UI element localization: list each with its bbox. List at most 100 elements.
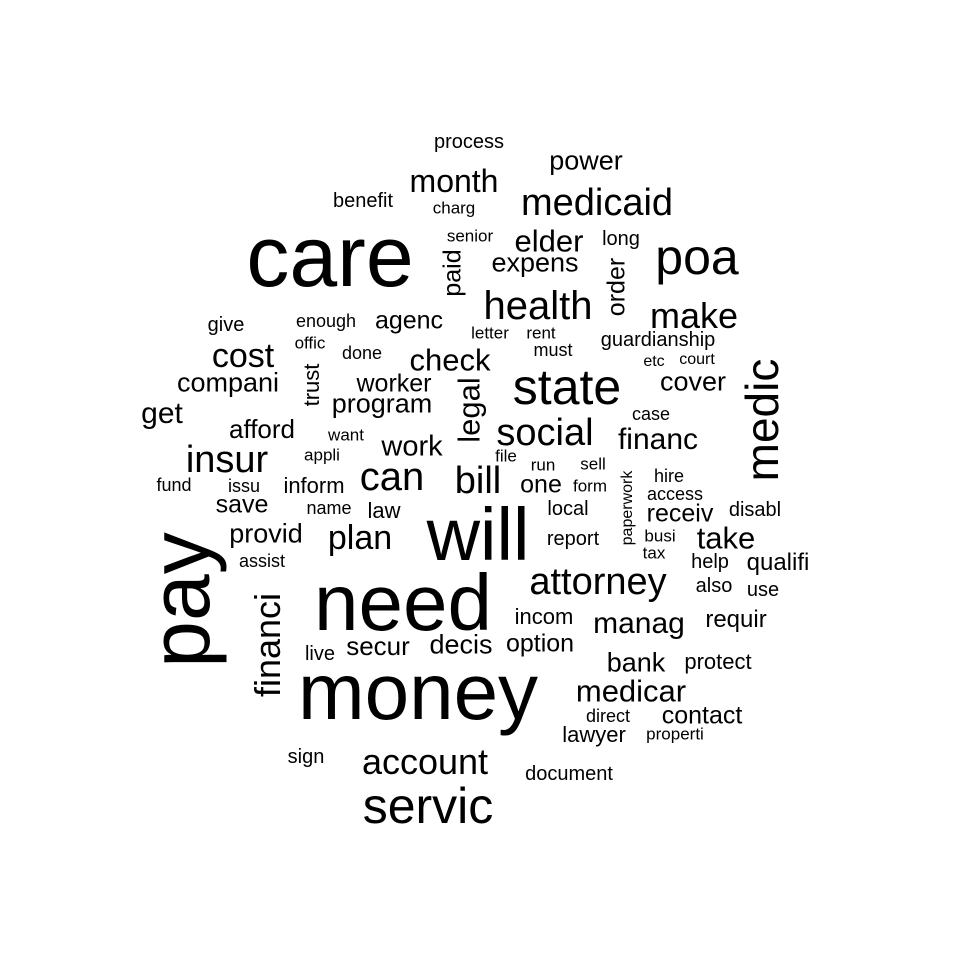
word-paid: paid [438,249,467,297]
word-use: use [746,579,780,601]
word-need: need [314,558,492,647]
word-bill: bill [454,460,502,502]
word-court: court [679,351,715,368]
word-save: save [215,490,269,519]
word-trust: trust [299,363,324,407]
word-form: form [573,476,607,496]
word-decis: decis [429,629,493,660]
word-contact: contact [661,701,743,730]
word-assist: assist [238,551,286,571]
word-agenc: agenc [374,306,444,335]
word-hire: hire [653,466,685,486]
word-option: option [505,629,575,658]
word-bank: bank [606,647,666,678]
word-issu: issu [227,476,261,496]
word-help: help [691,551,729,573]
word-guardianship: guardianship [600,329,716,351]
word-insur: insur [185,439,269,481]
word-pay: pay [133,532,227,668]
word-charg: charg [432,198,476,218]
word-protect: protect [684,649,752,674]
word-direct: direct [585,706,631,726]
word-process: process [433,131,505,153]
word-law: law [367,498,401,523]
word-run: run [530,455,556,475]
word-can: can [359,455,425,499]
word-inform: inform [283,473,345,498]
word-month: month [409,163,499,199]
word-rent: rent [526,323,556,343]
word-requir: requir [705,606,767,633]
word-financi: financi [247,592,288,698]
word-social: social [496,412,594,454]
word-disabl: disabl [728,499,782,521]
word-case: case [631,404,671,424]
word-access: access [646,484,704,504]
word-plan: plan [327,519,393,557]
word-paperwork: paperwork [619,470,636,546]
word-appli: appli [304,445,340,465]
word-take: take [696,520,756,556]
word-health: health [483,284,593,328]
word-lawyer: lawyer [562,722,626,747]
word-one: one [520,470,562,499]
word-incom: incom [514,604,574,629]
word-get: get [141,397,183,430]
word-sign: sign [287,746,325,768]
word-secur: secur [346,631,410,661]
word-done: done [341,343,383,363]
word-attorney: attorney [529,561,667,603]
word-worker: worker [356,369,432,398]
word-care: care [246,209,414,305]
word-medicar: medicar [575,673,687,709]
word-medicaid: medicaid [520,182,674,224]
word-local: local [547,498,589,520]
word-benefit: benefit [332,190,394,212]
word-state: state [512,359,622,415]
word-sell: sell [580,454,606,474]
word-cover: cover [659,366,727,397]
word-elder: elder [514,223,584,259]
word-busi: busi [644,526,676,546]
word-order: order [602,257,631,317]
word-live: live [304,643,336,665]
word-servic: servic [362,778,494,834]
word-program: program [331,388,433,419]
word-also: also [695,575,733,597]
word-file: file [495,446,517,466]
word-fund: fund [156,475,192,495]
word-properti: properti [646,724,704,744]
word-work: work [381,430,443,463]
word-legal: legal [451,377,487,443]
word-offic: offic [294,333,326,353]
word-will: will [426,493,530,576]
word-long: long [602,228,640,250]
word-must: must [533,340,573,360]
word-tax: tax [642,543,666,563]
word-report: report [546,528,600,550]
word-financ: financ [617,423,699,456]
word-medic: medic [736,358,788,482]
word-name: name [306,498,352,518]
word-money: money [297,647,539,736]
word-expens: expens [491,247,579,278]
word-enough: enough [295,311,357,331]
word-qualifi: qualifi [746,549,810,576]
word-provid: provid [229,518,303,549]
word-want: want [328,425,364,445]
word-letter: letter [471,323,509,343]
word-afford: afford [228,414,296,444]
word-poa: poa [655,229,739,285]
word-etc: etc [643,353,665,370]
word-senior: senior [446,226,494,246]
word-make: make [649,295,739,336]
word-receiv: receiv [646,499,714,528]
word-power: power [549,145,623,176]
word-document: document [525,763,613,785]
word-manag: manag [593,607,685,640]
word-compani: compani [176,367,280,398]
word-give: give [207,314,245,336]
word-account: account [361,741,489,782]
word-cost: cost [211,337,275,375]
